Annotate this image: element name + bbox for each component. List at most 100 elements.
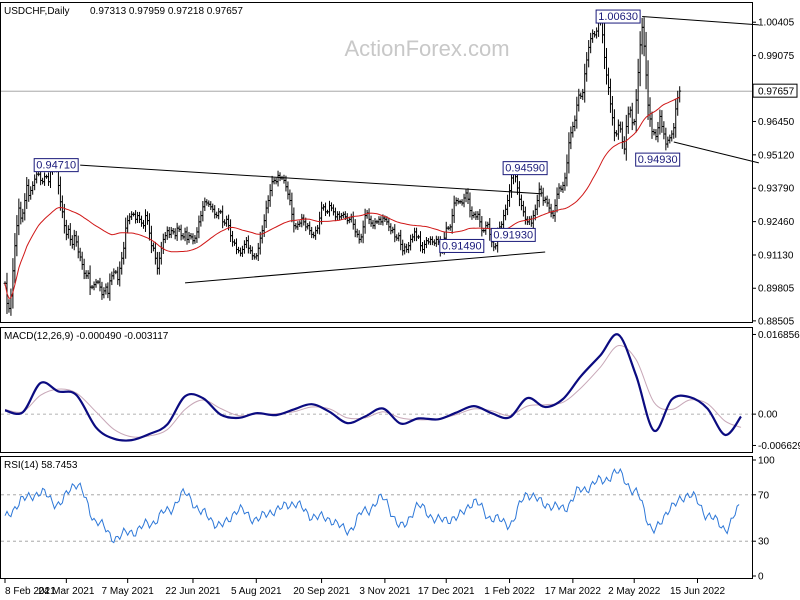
price-bars [3,11,682,316]
price-bar [213,205,217,219]
price-bar [181,233,185,240]
price-panel-frame [0,2,753,323]
price-bar [353,219,357,238]
price-bar [452,195,456,223]
price-bar [369,215,373,227]
price-bar [587,40,591,68]
price-bar [318,211,321,235]
x-tick-label: 2 May 2022 [608,586,661,597]
x-tick-label: 20 Sep 2021 [293,586,350,597]
price-bar [470,206,474,220]
price-bar [630,102,634,131]
price-bar [494,243,498,250]
price-bar [68,223,72,246]
price-bar [581,88,585,101]
price-bar [626,106,630,134]
price-bar [520,194,523,211]
price-bar [308,221,312,235]
price-bar [676,90,680,116]
price-bar [432,239,436,246]
annotation-label: 0.94930 [638,154,678,166]
price-bar [21,208,25,223]
price-bar [244,236,248,249]
price-bar [646,60,650,120]
x-tick-label: 17 Mar 2022 [545,586,602,597]
annotation-label: 0.91930 [493,229,533,241]
price-bar [591,29,595,43]
price-bar [371,219,375,229]
macd-panel: MACD(12,26,9) -0.000490 -0.003117 0.0168… [0,327,800,453]
price-bar [332,204,335,216]
price-bar [377,216,381,226]
rsi-tick-label: 0 [758,572,764,583]
price-bar [476,211,480,221]
price-annotation: 1.00630 [595,9,641,24]
x-tick-label: 3 Nov 2021 [359,586,411,597]
price-bar [270,175,274,197]
price-bar [302,214,306,226]
price-bar [102,287,106,299]
price-bar [43,172,46,186]
price-bar [29,186,33,200]
trendline [642,16,759,26]
price-bar [648,97,652,127]
price-bar [235,238,238,255]
price-bar [413,227,416,242]
price-bar [59,176,62,211]
price-bar [563,172,567,191]
price-bar [518,181,521,207]
trendline [185,251,546,284]
price-tick-label: 0.97657 [758,87,795,98]
current-price-box [752,83,798,98]
price-bar [555,187,559,213]
price-bar [614,130,618,137]
price-bar [436,236,440,246]
x-tick-label: 5 Aug 2021 [231,586,282,597]
price-bar [670,130,674,142]
price-y-axis: 1.00405 0.99075 0.97657 0.96450 0.95120 0.937… [752,18,798,327]
price-bar [334,207,337,222]
price-bar [215,211,219,219]
rsi-panel: RSI(14) 58.7453 100 70 30 0 [0,456,775,583]
price-bar [644,31,648,90]
price-bar [652,128,656,136]
price-bar [405,243,409,253]
price-bar [106,282,110,299]
price-bar [573,115,577,132]
price-tick-label: 0.92460 [758,217,795,228]
price-bar [427,238,430,245]
price-bar [521,200,525,217]
price-bar [605,47,608,85]
price-annotation: 0.94590 [502,161,548,176]
rsi-tick-label: 70 [758,490,770,501]
price-bar [575,96,579,129]
price-bar [324,202,327,217]
price-bar [480,216,484,237]
price-bar [250,246,254,260]
price-bar [585,52,589,82]
price-bar [7,299,11,313]
price-bar [419,231,422,252]
price-bar [9,288,13,316]
price-bar [207,200,211,207]
price-bar [622,136,626,155]
price-bar [397,232,401,242]
price-tick-label: 0.89805 [758,284,795,295]
price-bar [506,194,509,216]
macd-tick-label: 0.016856 [758,330,800,341]
price-bar [98,277,102,292]
price-bar [246,235,250,254]
price-bar [593,30,597,38]
price-bar [611,95,614,126]
price-bar [407,242,411,254]
price-tick-label: 0.88505 [758,316,795,327]
price-bar [266,195,270,214]
annotation-box [595,9,641,24]
price-bar [122,241,126,265]
price-bar [620,121,624,149]
price-bar [136,211,139,224]
price-bar [341,211,345,219]
trendlines [80,16,759,284]
price-bar [171,228,175,235]
